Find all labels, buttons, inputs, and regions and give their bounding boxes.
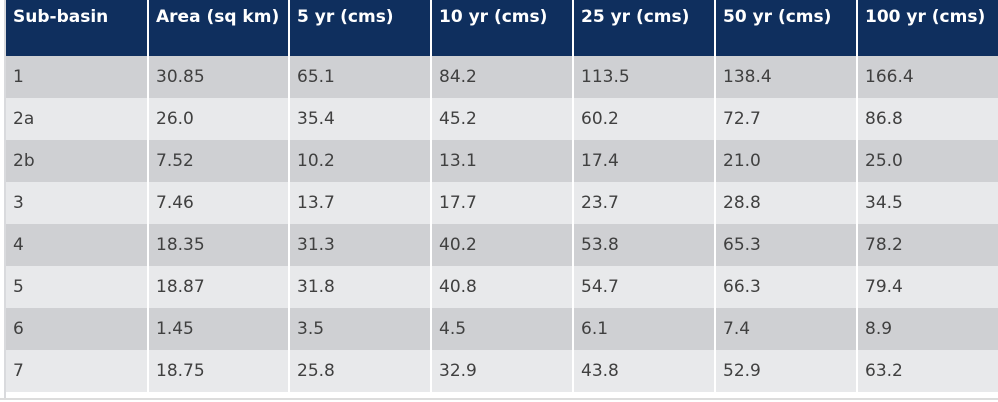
cell-5yr: 3.5 — [289, 308, 432, 350]
cell-sub-basin: 3 — [6, 182, 149, 224]
cell-100yr: 63.2 — [857, 350, 998, 392]
table-header: Sub-basin Area (sq km) 5 yr (cms) 10 yr … — [6, 0, 998, 56]
table-row: 1 30.85 65.1 84.2 113.5 138.4 166.4 — [6, 56, 998, 98]
header-100yr: 100 yr (cms) — [857, 0, 998, 56]
cell-100yr: 86.8 — [857, 98, 998, 140]
header-50yr: 50 yr (cms) — [715, 0, 858, 56]
cell-50yr: 138.4 — [715, 56, 858, 98]
cell-sub-basin: 1 — [6, 56, 149, 98]
cell-100yr: 34.5 — [857, 182, 998, 224]
cell-5yr: 13.7 — [289, 182, 432, 224]
table-left-border — [4, 0, 6, 398]
cell-10yr: 45.2 — [431, 98, 574, 140]
cell-10yr: 40.8 — [431, 266, 574, 308]
cell-5yr: 10.2 — [289, 140, 432, 182]
cell-sub-basin: 6 — [6, 308, 149, 350]
cell-area: 7.46 — [148, 182, 290, 224]
cell-10yr: 17.7 — [431, 182, 574, 224]
cell-25yr: 17.4 — [573, 140, 716, 182]
cell-100yr: 79.4 — [857, 266, 998, 308]
cell-10yr: 84.2 — [431, 56, 574, 98]
header-area: Area (sq km) — [148, 0, 290, 56]
cell-100yr: 25.0 — [857, 140, 998, 182]
cell-50yr: 52.9 — [715, 350, 858, 392]
cell-5yr: 31.8 — [289, 266, 432, 308]
cell-area: 1.45 — [148, 308, 290, 350]
header-sub-basin: Sub-basin — [6, 0, 149, 56]
cell-25yr: 54.7 — [573, 266, 716, 308]
cell-100yr: 8.9 — [857, 308, 998, 350]
cell-100yr: 166.4 — [857, 56, 998, 98]
cell-area: 26.0 — [148, 98, 290, 140]
cell-50yr: 28.8 — [715, 182, 858, 224]
cell-10yr: 13.1 — [431, 140, 574, 182]
header-area-label: Area (sq km) — [156, 7, 280, 27]
table-bottom-border — [0, 398, 998, 400]
cell-5yr: 35.4 — [289, 98, 432, 140]
cell-area: 18.35 — [148, 224, 290, 266]
cell-sub-basin: 7 — [6, 350, 149, 392]
table-row: 2a 26.0 35.4 45.2 60.2 72.7 86.8 — [6, 98, 998, 140]
discharge-table: Sub-basin Area (sq km) 5 yr (cms) 10 yr … — [6, 0, 998, 392]
table-row: 3 7.46 13.7 17.7 23.7 28.8 34.5 — [6, 182, 998, 224]
cell-25yr: 6.1 — [573, 308, 716, 350]
cell-area: 18.75 — [148, 350, 290, 392]
cell-5yr: 31.3 — [289, 224, 432, 266]
cell-25yr: 23.7 — [573, 182, 716, 224]
cell-50yr: 65.3 — [715, 224, 858, 266]
cell-sub-basin: 5 — [6, 266, 149, 308]
cell-area: 18.87 — [148, 266, 290, 308]
cell-25yr: 60.2 — [573, 98, 716, 140]
table-row: 6 1.45 3.5 4.5 6.1 7.4 8.9 — [6, 308, 998, 350]
cell-area: 30.85 — [148, 56, 290, 98]
cell-50yr: 7.4 — [715, 308, 858, 350]
cell-100yr: 78.2 — [857, 224, 998, 266]
header-25yr: 25 yr (cms) — [573, 0, 716, 56]
cell-sub-basin: 2a — [6, 98, 149, 140]
cell-50yr: 72.7 — [715, 98, 858, 140]
table-row: 2b 7.52 10.2 13.1 17.4 21.0 25.0 — [6, 140, 998, 182]
cell-25yr: 113.5 — [573, 56, 716, 98]
table-row: 4 18.35 31.3 40.2 53.8 65.3 78.2 — [6, 224, 998, 266]
cell-sub-basin: 2b — [6, 140, 149, 182]
cell-5yr: 25.8 — [289, 350, 432, 392]
discharge-table-container: Sub-basin Area (sq km) 5 yr (cms) 10 yr … — [6, 0, 998, 398]
header-10yr: 10 yr (cms) — [431, 0, 574, 56]
cell-25yr: 43.8 — [573, 350, 716, 392]
cell-10yr: 4.5 — [431, 308, 574, 350]
cell-50yr: 66.3 — [715, 266, 858, 308]
cell-10yr: 32.9 — [431, 350, 574, 392]
table-row: 7 18.75 25.8 32.9 43.8 52.9 63.2 — [6, 350, 998, 392]
cell-5yr: 65.1 — [289, 56, 432, 98]
cell-area: 7.52 — [148, 140, 290, 182]
cell-sub-basin: 4 — [6, 224, 149, 266]
cell-25yr: 53.8 — [573, 224, 716, 266]
header-5yr: 5 yr (cms) — [289, 0, 432, 56]
cell-50yr: 21.0 — [715, 140, 858, 182]
cell-10yr: 40.2 — [431, 224, 574, 266]
table-row: 5 18.87 31.8 40.8 54.7 66.3 79.4 — [6, 266, 998, 308]
header-row: Sub-basin Area (sq km) 5 yr (cms) 10 yr … — [6, 0, 998, 56]
table-body: 1 30.85 65.1 84.2 113.5 138.4 166.4 2a 26.0 35.4 4… — [6, 56, 998, 392]
